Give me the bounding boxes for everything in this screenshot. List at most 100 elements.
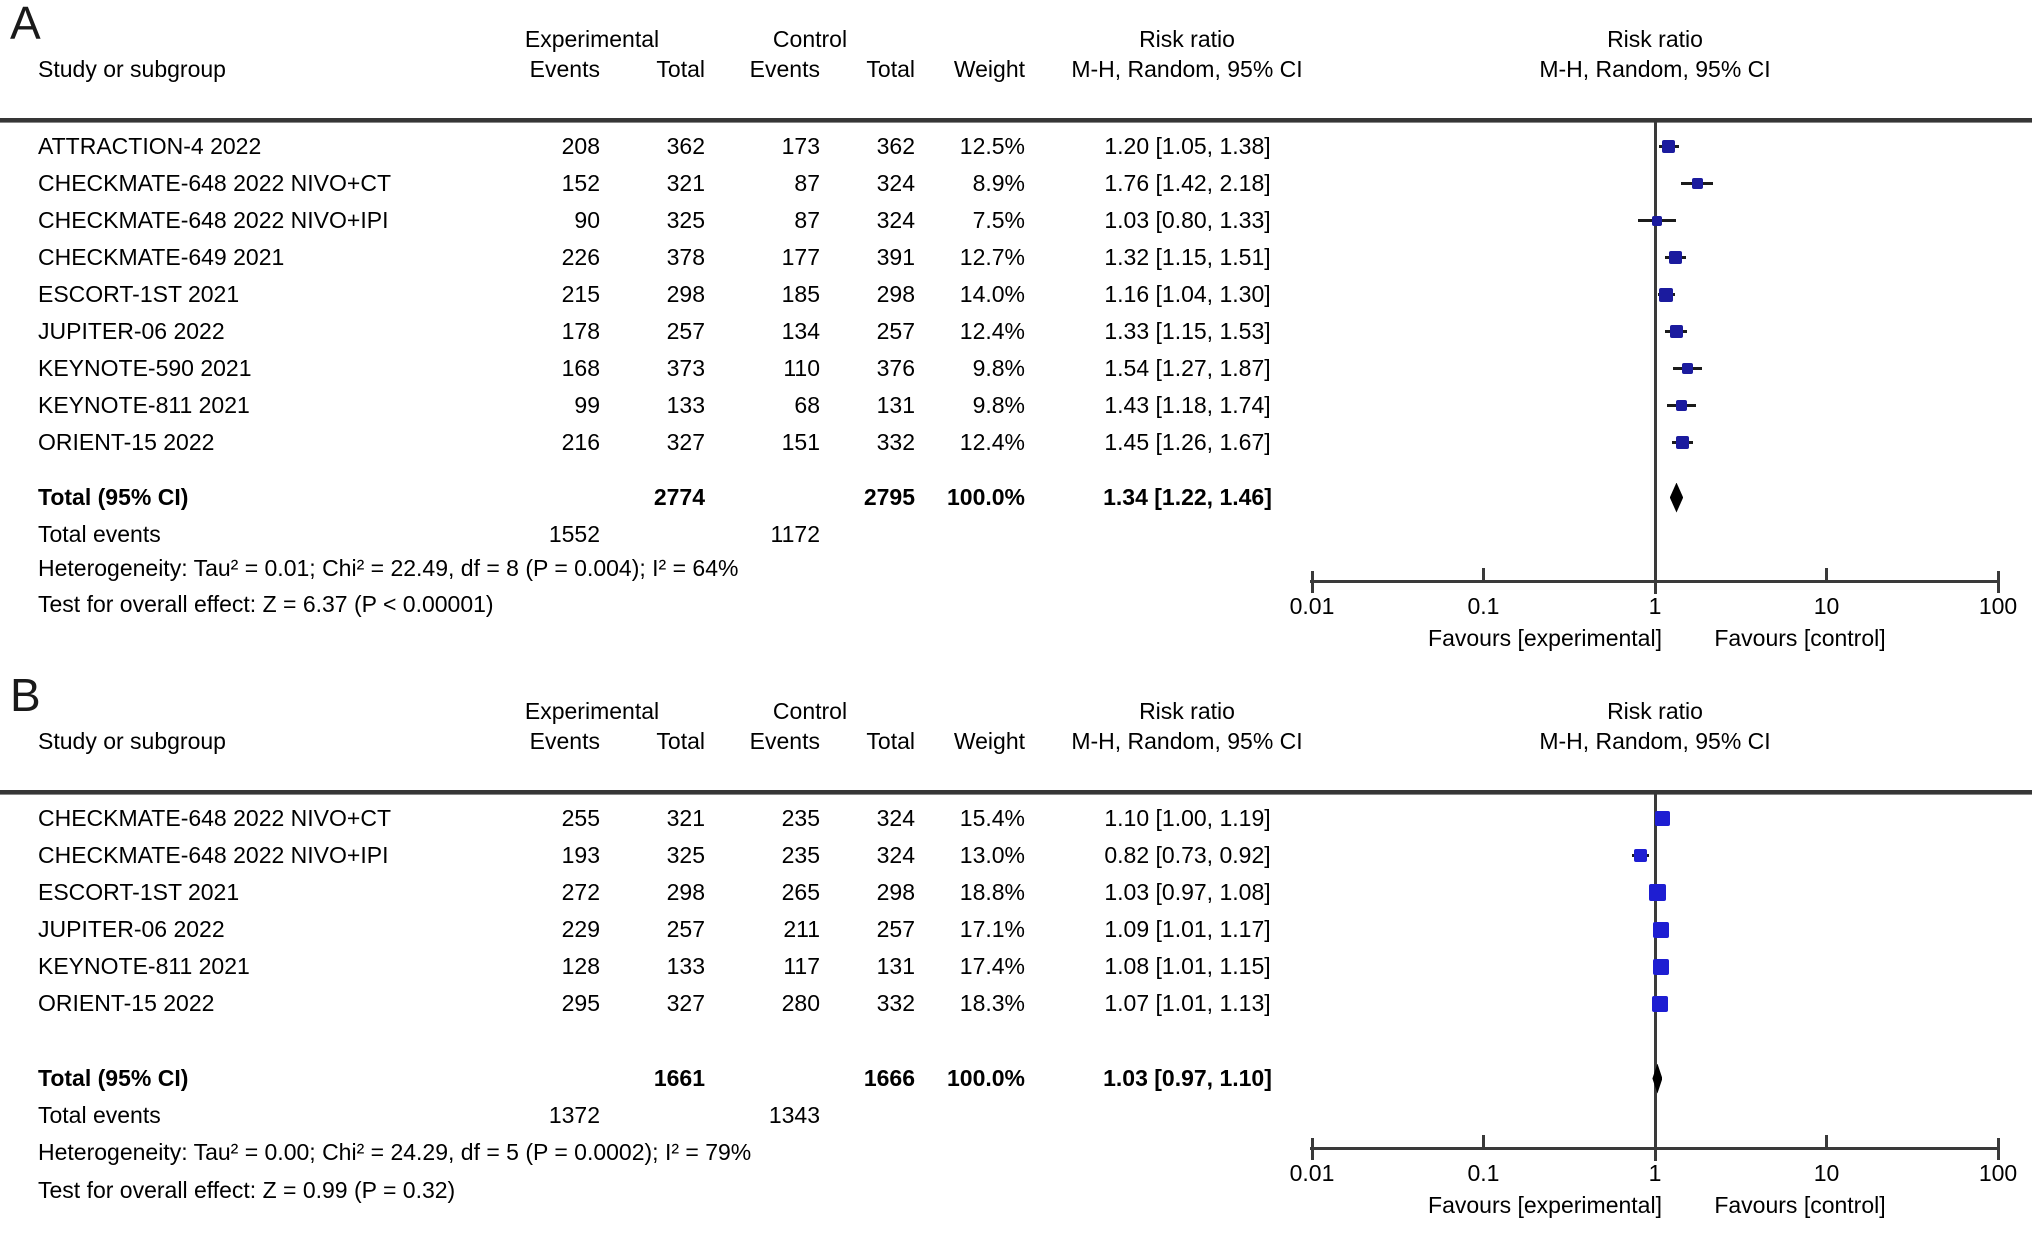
total-events-exp: 1372 bbox=[548, 1102, 600, 1128]
weight-header: Weight bbox=[953, 728, 1025, 754]
weight: 17.1% bbox=[959, 916, 1025, 942]
ctl-events: 265 bbox=[781, 879, 820, 905]
total-events-row: Total events 1372 1343 bbox=[0, 1097, 1350, 1134]
exp-events: 152 bbox=[561, 170, 600, 196]
exp-events: 168 bbox=[561, 355, 600, 381]
study-name: ESCORT-1ST 2021 bbox=[38, 281, 240, 307]
exp-events: 193 bbox=[561, 842, 600, 868]
exp-total: 298 bbox=[666, 879, 705, 905]
study-row: KEYNOTE-590 2021 168 373 110 376 9.8% 1.54 [1.… bbox=[0, 350, 2032, 387]
ctl-total: 131 bbox=[876, 392, 915, 418]
total-row: Total (95% CI) 1661 1666 100.0% 1.03 [0.… bbox=[0, 1060, 1350, 1097]
weight: 18.8% bbox=[959, 879, 1025, 905]
axis-tick bbox=[1996, 571, 2000, 593]
total-events-label: Total events bbox=[38, 521, 161, 547]
study-row: JUPITER-06 2022 178 257 134 257 12.4% 1.33 [1.… bbox=[0, 313, 2032, 350]
rr-ci-label: 0.82 [0.73, 0.92] bbox=[1104, 842, 1271, 868]
ctl-events: 68 bbox=[794, 392, 820, 418]
rr-ci-label: 1.08 [1.01, 1.15] bbox=[1104, 953, 1271, 979]
null-effect-line bbox=[1653, 122, 1657, 594]
panel-a-label: A bbox=[10, 0, 41, 49]
heterogeneity-text: Heterogeneity: Tau² = 0.00; Chi² = 24.29… bbox=[38, 1139, 752, 1165]
method-plot-header: M-H, Random, 95% CI bbox=[1539, 56, 1771, 82]
study-row: ORIENT-15 2022 295 327 280 332 18.3% 1.07 [1.0… bbox=[0, 985, 2032, 1022]
summary-diamond bbox=[1669, 482, 1684, 513]
axis-tick-label: 1 bbox=[1648, 593, 1662, 619]
total-exp-total: 2774 bbox=[653, 484, 705, 510]
exp-total: 257 bbox=[666, 318, 705, 344]
ctl-total: 257 bbox=[876, 318, 915, 344]
effect-marker bbox=[1669, 325, 1683, 338]
rr-ci-label: 1.10 [1.00, 1.19] bbox=[1104, 805, 1271, 831]
total-weight: 100.0% bbox=[946, 1065, 1025, 1091]
ctl-events: 173 bbox=[781, 133, 820, 159]
axis-tick-label: 10 bbox=[1813, 593, 1840, 619]
rr-ci-label: 1.09 [1.01, 1.17] bbox=[1104, 916, 1271, 942]
control-group-header: Control bbox=[772, 698, 848, 724]
effect-marker bbox=[1676, 436, 1690, 449]
overall-effect-text: Test for overall effect: Z = 0.99 (P = 0… bbox=[38, 1177, 456, 1203]
exp-events: 229 bbox=[561, 916, 600, 942]
risk-ratio-plot-header: Risk ratio bbox=[1607, 26, 1703, 52]
study-name: ESCORT-1ST 2021 bbox=[38, 879, 240, 905]
ctl-total: 131 bbox=[876, 953, 915, 979]
risk-ratio-text-header: Risk ratio bbox=[1139, 26, 1235, 52]
exp-events: 226 bbox=[561, 244, 600, 270]
study-row: KEYNOTE-811 2021 99 133 68 131 9.8% 1.43 [1.18… bbox=[0, 387, 2032, 424]
favours-right-label: Favours [control] bbox=[1714, 625, 1886, 651]
study-column-header: Study or subgroup bbox=[38, 728, 226, 754]
ctl-total-header: Total bbox=[866, 56, 915, 82]
ctl-events: 110 bbox=[783, 355, 820, 381]
axis-tick-label: 100 bbox=[1978, 1160, 2018, 1186]
favours-left-label: Favours [experimental] bbox=[1428, 1192, 1662, 1218]
exp-total: 133 bbox=[666, 953, 705, 979]
method-plot-header: M-H, Random, 95% CI bbox=[1539, 728, 1771, 754]
ctl-total: 324 bbox=[876, 842, 915, 868]
exp-events: 272 bbox=[561, 879, 600, 905]
risk-ratio-plot-header: Risk ratio bbox=[1607, 698, 1703, 724]
experimental-group-header: Experimental bbox=[524, 698, 660, 724]
ctl-total: 376 bbox=[876, 355, 915, 381]
study-column-header: Study or subgroup bbox=[38, 56, 226, 82]
ctl-events: 87 bbox=[794, 207, 820, 233]
total-ctl-total: 2795 bbox=[863, 484, 915, 510]
ctl-total: 324 bbox=[876, 170, 915, 196]
ctl-total-header: Total bbox=[866, 728, 915, 754]
exp-events-header: Events bbox=[529, 728, 600, 754]
header-rule bbox=[0, 790, 2032, 795]
effect-marker bbox=[1653, 921, 1670, 938]
ctl-events-header: Events bbox=[749, 728, 820, 754]
ctl-events-header: Events bbox=[749, 56, 820, 82]
exp-total-header: Total bbox=[656, 56, 705, 82]
exp-events: 295 bbox=[561, 990, 600, 1016]
ctl-events: 185 bbox=[781, 281, 820, 307]
axis-tick bbox=[1482, 1135, 1485, 1148]
weight: 12.7% bbox=[959, 244, 1025, 270]
effect-marker bbox=[1633, 849, 1647, 862]
weight: 9.8% bbox=[972, 392, 1025, 418]
panel-b: B Experimental Control Risk ratio Risk r… bbox=[0, 669, 2032, 1237]
exp-total: 362 bbox=[666, 133, 705, 159]
total-weight: 100.0% bbox=[946, 484, 1025, 510]
study-name: KEYNOTE-590 2021 bbox=[38, 355, 252, 381]
total-events-label: Total events bbox=[38, 1102, 161, 1128]
exp-events: 255 bbox=[561, 805, 600, 831]
total-label: Total (95% CI) bbox=[38, 484, 189, 510]
exp-total: 327 bbox=[666, 990, 705, 1016]
ctl-total: 332 bbox=[876, 990, 915, 1016]
rr-ci-label: 1.03 [0.80, 1.33] bbox=[1104, 207, 1271, 233]
favours-right-label: Favours [control] bbox=[1714, 1192, 1886, 1218]
study-name: ATTRACTION-4 2022 bbox=[38, 133, 262, 159]
rr-ci-label: 1.07 [1.01, 1.13] bbox=[1104, 990, 1271, 1016]
total-rr-ci: 1.03 [0.97, 1.10] bbox=[1103, 1065, 1272, 1091]
rr-ci-label: 1.43 [1.18, 1.74] bbox=[1104, 392, 1271, 418]
effect-marker bbox=[1652, 958, 1669, 975]
weight-header: Weight bbox=[953, 56, 1025, 82]
axis-tick bbox=[1310, 571, 1314, 593]
weight: 17.4% bbox=[959, 953, 1025, 979]
exp-total: 321 bbox=[666, 805, 705, 831]
exp-total: 321 bbox=[666, 170, 705, 196]
panel-b-label: B bbox=[10, 669, 41, 721]
axis-tick bbox=[1482, 568, 1485, 581]
effect-marker bbox=[1676, 400, 1688, 411]
